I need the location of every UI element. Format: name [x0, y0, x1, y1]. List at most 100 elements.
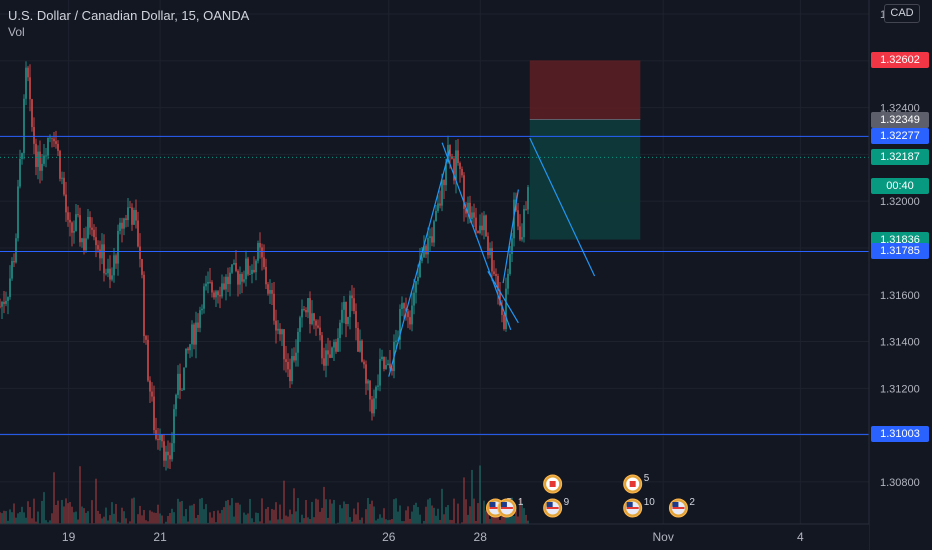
us-event-icon[interactable]: 1: [497, 497, 524, 518]
canada-event-icon[interactable]: 5: [623, 473, 650, 494]
volume-bar: [349, 517, 351, 524]
volume-bar: [105, 507, 107, 524]
candle-body: [311, 313, 313, 325]
volume-bar: [209, 512, 211, 524]
horizontal-lines[interactable]: [0, 135, 869, 435]
time-tick-label: 26: [382, 530, 396, 544]
price-tick-label: 1.32000: [880, 196, 920, 208]
volume-bar: [107, 520, 109, 524]
currency-button[interactable]: CAD: [884, 4, 920, 23]
candle-body: [291, 356, 293, 382]
candle-body: [407, 311, 409, 318]
volume-bar: [223, 507, 225, 524]
price-tick-label: 1.31200: [880, 383, 920, 395]
candle-body: [371, 399, 373, 414]
candle-body: [195, 322, 197, 345]
time-tick-label: Nov: [653, 530, 674, 544]
volume-bar: [407, 506, 409, 524]
trend-line[interactable]: [502, 189, 519, 284]
candle-body: [147, 339, 149, 381]
volume-bar: [3, 510, 5, 524]
price-tag: 1.31785: [871, 243, 929, 260]
candle-body: [411, 305, 413, 325]
volume-bar: [473, 498, 475, 524]
candle-body: [25, 67, 27, 99]
economic-events[interactable]: 5195102: [485, 473, 695, 518]
candle-body: [261, 247, 263, 258]
volume-bar: [309, 519, 311, 524]
volume-bar: [343, 501, 345, 524]
volume-bar: [447, 505, 449, 524]
candle-body: [359, 340, 361, 352]
volume-bar: [353, 508, 355, 524]
volume-bar: [67, 503, 69, 524]
volume-bar: [367, 497, 369, 524]
volume-indicator-label[interactable]: Vol: [8, 25, 25, 39]
candle-body: [435, 210, 437, 222]
volume-bar: [125, 518, 127, 524]
candle-body: [417, 276, 419, 282]
volume-bar: [351, 521, 353, 524]
candle-body: [19, 158, 21, 187]
volume-bar: [387, 520, 389, 524]
candle-body: [439, 203, 441, 206]
trend-line[interactable]: [388, 149, 451, 377]
candle-body: [59, 150, 61, 179]
us-canton-mark: [489, 502, 496, 507]
candle-body: [237, 270, 239, 285]
volume-bar: [33, 498, 35, 524]
candle-body: [353, 298, 355, 312]
volume-bar: [313, 517, 315, 524]
trend-line[interactable]: [441, 142, 512, 331]
volume-bar: [79, 466, 81, 524]
candle-body: [201, 308, 203, 311]
us-event-icon[interactable]: 2: [668, 497, 695, 518]
volume-bar: [151, 511, 153, 524]
candle-body: [323, 358, 325, 366]
us-canton-mark: [500, 502, 507, 507]
candle-body: [95, 237, 97, 246]
volume-bar: [311, 501, 313, 524]
candle-body: [197, 322, 199, 328]
candle-body: [89, 216, 91, 228]
candle-body: [159, 434, 161, 441]
canada-event-icon[interactable]: [543, 474, 563, 494]
volume-bar: [443, 514, 445, 524]
candle-body: [131, 207, 133, 225]
volume-bar: [401, 521, 403, 524]
candle-body: [327, 350, 329, 355]
time-axis[interactable]: 19 21 26 28 Nov 4: [0, 523, 869, 550]
trend-lines[interactable]: [388, 137, 596, 377]
volume-bar: [493, 512, 495, 524]
candle-body: [523, 208, 525, 238]
us-event-icon[interactable]: 9: [543, 497, 570, 518]
candle-body: [287, 361, 289, 370]
trend-line[interactable]: [487, 271, 519, 324]
volume-bar: [35, 521, 37, 524]
volume-bar: [15, 517, 17, 524]
candle-body: [271, 289, 273, 294]
candle-body: [429, 236, 431, 238]
price-axis[interactable]: 1.308001.310001.312001.314001.316001.318…: [868, 0, 932, 550]
trend-line[interactable]: [529, 137, 596, 277]
volume-bar: [483, 500, 485, 524]
volume-bar: [29, 507, 31, 524]
candle-body: [23, 98, 25, 154]
candle-body: [409, 317, 411, 325]
volume-bar: [185, 508, 187, 524]
volume-bar: [525, 514, 527, 524]
time-tick-label: 28: [474, 530, 488, 544]
candle-body: [165, 451, 167, 461]
candle-body: [321, 335, 323, 359]
symbol-title[interactable]: U.S. Dollar / Canadian Dollar, 15, OANDA: [8, 8, 250, 23]
position-zone[interactable]: [529, 60, 641, 240]
volume-bar: [99, 513, 101, 524]
us-event-icon[interactable]: 10: [623, 497, 656, 518]
candle-body: [9, 278, 11, 298]
volume-bar: [233, 516, 235, 524]
volume-bar: [139, 505, 141, 524]
volume-bar: [465, 499, 467, 524]
volume-bar: [53, 472, 55, 524]
candle-body: [175, 394, 177, 410]
